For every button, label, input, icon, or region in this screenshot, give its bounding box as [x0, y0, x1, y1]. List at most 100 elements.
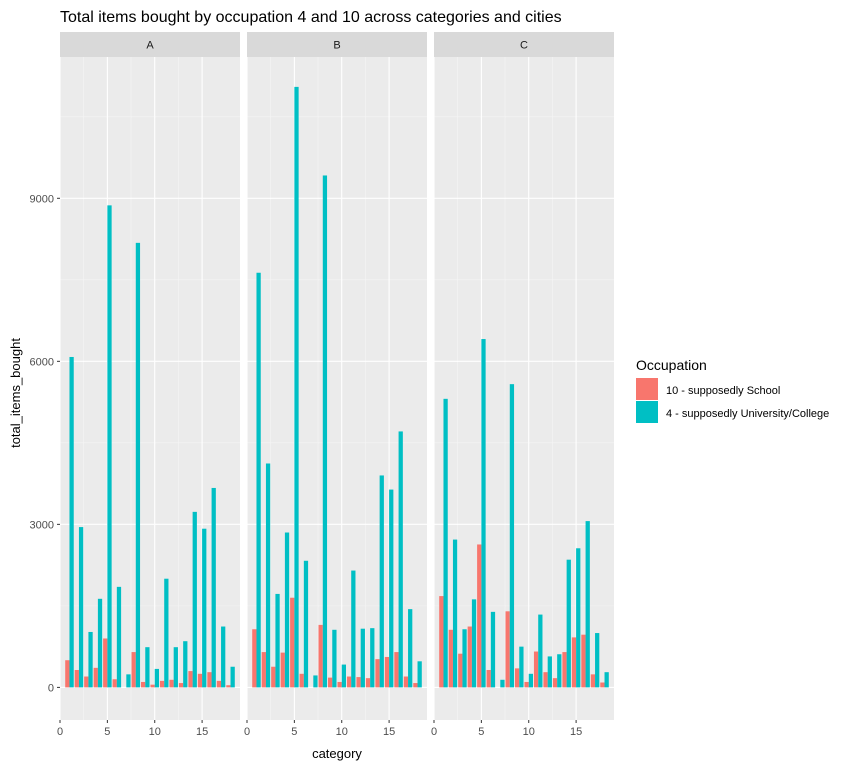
x-tick-label: 0 — [431, 726, 437, 738]
legend-key-occupation-4 — [636, 401, 658, 423]
bar-occupation-10-cat-11 — [159, 680, 165, 688]
bar-occupation-10-cat-17 — [216, 680, 222, 688]
x-tick-label: 10 — [336, 726, 348, 738]
bar-occupation-4-cat-1 — [69, 356, 74, 688]
bar-occupation-4-cat-15 — [202, 528, 207, 688]
bar-occupation-10-cat-17 — [403, 676, 409, 688]
x-tick-label: 10 — [523, 726, 535, 738]
bar-occupation-10-cat-15 — [197, 673, 203, 688]
bar-occupation-10-cat-9 — [141, 681, 146, 688]
bar-occupation-10-cat-3 — [84, 676, 89, 688]
bar-occupation-10-cat-13 — [552, 678, 558, 688]
bar-occupation-10-cat-4 — [467, 626, 472, 688]
bar-occupation-10-cat-9 — [515, 668, 520, 688]
bar-occupation-10-cat-12 — [356, 677, 361, 688]
bar-occupation-4-cat-17 — [221, 626, 226, 688]
facet-strip-label-A: A — [146, 40, 154, 52]
bar-occupation-4-cat-12 — [173, 647, 178, 688]
bar-occupation-10-cat-6 — [112, 679, 117, 688]
bar-occupation-4-cat-11 — [538, 614, 543, 688]
chart-title: Total items bought by occupation 4 and 1… — [60, 9, 562, 26]
bar-occupation-10-cat-14 — [375, 659, 380, 688]
bar-occupation-4-cat-18 — [230, 666, 235, 688]
bar-occupation-10-cat-1 — [439, 596, 444, 688]
bar-occupation-4-cat-12 — [360, 628, 365, 688]
bar-occupation-4-cat-9 — [519, 646, 524, 688]
bar-occupation-4-cat-18 — [604, 672, 609, 688]
bar-occupation-4-cat-9 — [145, 647, 150, 688]
x-tick-label: 5 — [291, 726, 297, 738]
bar-occupation-4-cat-6 — [303, 560, 309, 688]
legend-label-occupation-10: 10 - supposedly School — [666, 385, 780, 397]
bar-occupation-10-cat-15 — [571, 637, 577, 688]
bar-occupation-4-cat-4 — [284, 532, 290, 688]
y-tick-label: 9000 — [30, 193, 54, 205]
x-tick-label: 0 — [57, 726, 63, 738]
bar-occupation-4-cat-14 — [192, 511, 197, 688]
bar-occupation-4-cat-8 — [509, 384, 515, 688]
bar-occupation-4-cat-14 — [379, 475, 384, 688]
facets-group: A B C — [59, 32, 614, 720]
bar-occupation-4-cat-2 — [265, 463, 271, 688]
facet-strip-label-C: C — [520, 40, 528, 52]
bar-occupation-10-cat-2 — [261, 652, 266, 688]
x-tick-label: 5 — [104, 726, 110, 738]
bar-occupation-4-cat-16 — [211, 487, 216, 688]
bar-occupation-10-cat-5 — [477, 544, 482, 688]
bar-occupation-4-cat-17 — [408, 609, 413, 688]
bar-occupation-10-cat-5 — [103, 638, 108, 688]
x-tick-label: 5 — [478, 726, 484, 738]
bar-occupation-10-cat-18 — [413, 683, 418, 688]
x-tick-label: 15 — [196, 726, 208, 738]
legend: Occupation 10 - supposedly School 4 - su… — [636, 357, 829, 423]
bar-occupation-10-cat-18 — [600, 682, 605, 688]
bar-occupation-10-cat-1 — [252, 629, 257, 688]
bar-occupation-4-cat-1 — [256, 272, 261, 688]
bar-occupation-4-cat-18 — [417, 661, 422, 688]
bar-occupation-4-cat-9 — [332, 629, 337, 688]
bar-occupation-10-cat-2 — [448, 629, 453, 688]
x-tick-label: 0 — [244, 726, 250, 738]
bar-occupation-4-cat-7 — [313, 675, 318, 688]
y-axis-title: total_items_bought — [8, 338, 23, 448]
bar-occupation-4-cat-16 — [585, 521, 590, 688]
bar-occupation-4-cat-8 — [135, 242, 141, 688]
facet-panel-A: A — [59, 32, 240, 720]
bar-occupation-10-cat-14 — [188, 671, 193, 688]
bar-occupation-4-cat-15 — [389, 489, 394, 688]
bar-occupation-4-cat-5 — [294, 86, 299, 688]
bar-occupation-4-cat-16 — [398, 431, 403, 688]
bar-occupation-4-cat-7 — [500, 679, 505, 688]
bar-occupation-4-cat-10 — [528, 673, 533, 688]
bar-occupation-10-cat-10 — [524, 681, 529, 688]
bar-occupation-10-cat-11 — [533, 651, 539, 688]
bar-occupation-4-cat-15 — [576, 548, 581, 688]
bar-occupation-10-cat-4 — [93, 667, 98, 688]
bar-occupation-10-cat-5 — [290, 597, 295, 688]
legend-key-occupation-10 — [636, 378, 658, 400]
y-tick-label: 3000 — [30, 519, 54, 531]
facet-strip-B — [247, 32, 427, 57]
legend-label-occupation-4: 4 - supposedly University/College — [666, 408, 829, 420]
bar-occupation-10-cat-16 — [581, 634, 586, 688]
bar-occupation-10-cat-16 — [394, 652, 399, 688]
bar-occupation-10-cat-9 — [328, 677, 333, 688]
bar-occupation-4-cat-10 — [341, 664, 346, 688]
bar-occupation-4-cat-4 — [97, 598, 103, 688]
bar-occupation-4-cat-6 — [116, 586, 122, 688]
bar-occupation-10-cat-10 — [150, 684, 155, 688]
legend-title: Occupation — [636, 357, 707, 373]
x-axis-title: category — [312, 746, 362, 761]
y-axis: 0 3000 6000 9000 — [30, 193, 60, 694]
bar-occupation-4-cat-6 — [490, 611, 496, 688]
bar-occupation-4-cat-17 — [595, 633, 600, 688]
bar-occupation-10-cat-13 — [365, 678, 371, 688]
bar-occupation-4-cat-4 — [471, 599, 477, 688]
y-tick-label: 0 — [48, 682, 54, 694]
x-axis: 0 5 10 15 0 5 10 15 0 5 10 15 — [57, 720, 582, 738]
bar-occupation-4-cat-2 — [452, 539, 458, 688]
bar-occupation-10-cat-3 — [271, 666, 276, 688]
x-tick-label: 15 — [383, 726, 395, 738]
bar-occupation-4-cat-7 — [126, 674, 131, 688]
